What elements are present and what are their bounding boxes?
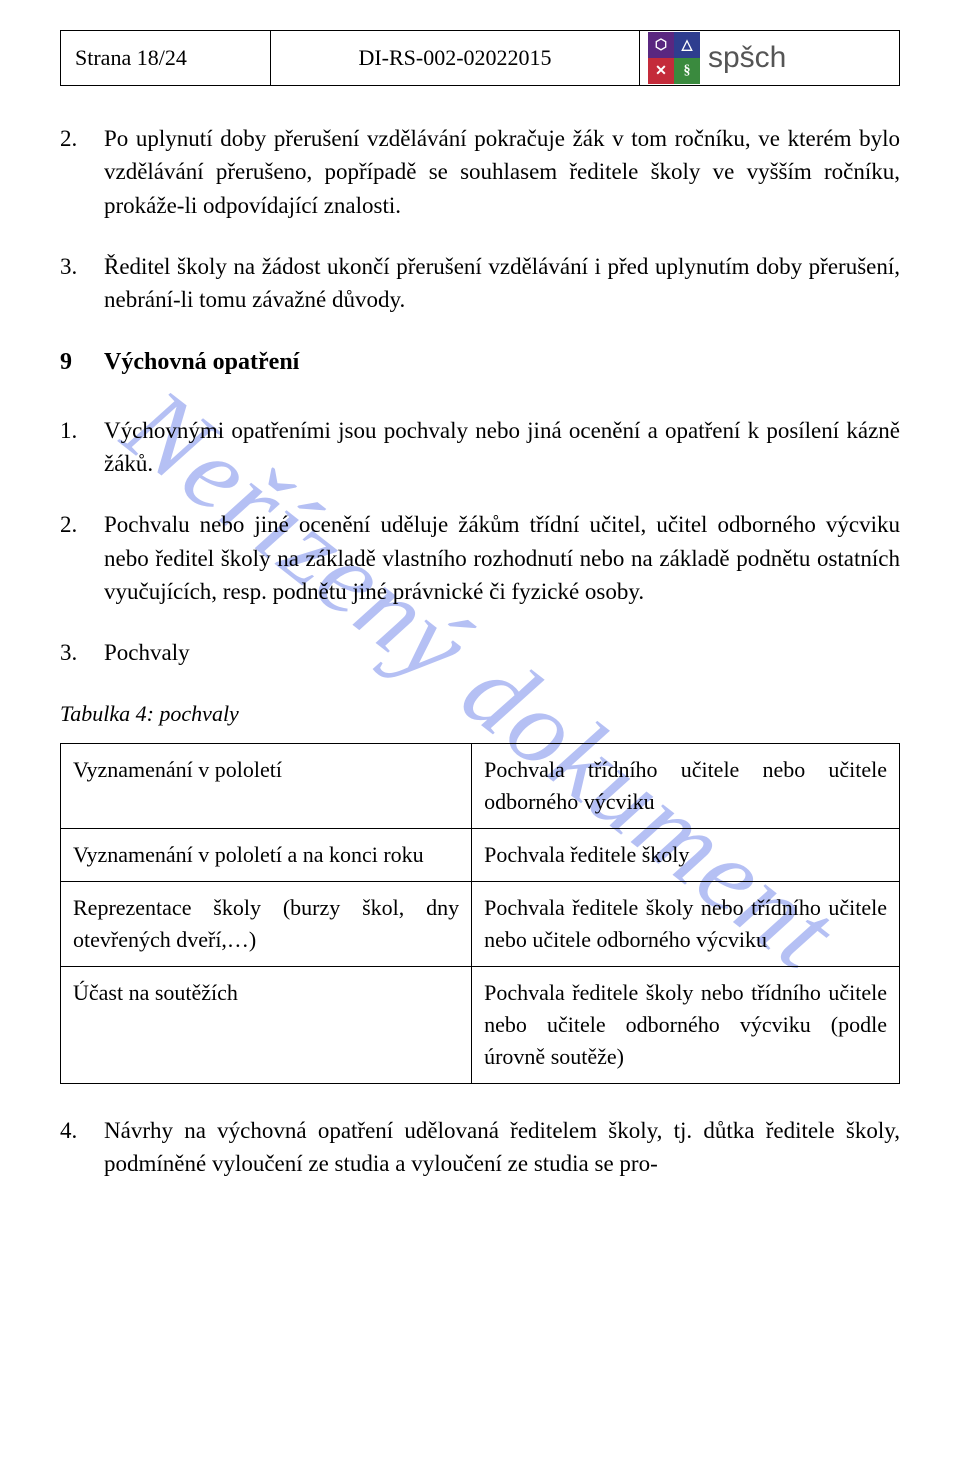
table-cell: Pochvala třídního učitele nebo učitele o… xyxy=(472,744,900,829)
list-marker: 2. xyxy=(60,122,104,222)
document-code-cell: DI-RS-002-02022015 xyxy=(271,31,639,85)
table-cell: Pochvala ředitele školy nebo třídního uč… xyxy=(472,882,900,967)
logo-icon: ⬡ △ ✕ § xyxy=(648,32,700,84)
list-marker: 3. xyxy=(60,250,104,317)
list-item: 4. Návrhy na výchovná opatření udělovaná… xyxy=(60,1114,900,1181)
section-title: Výchovná opatření xyxy=(104,345,900,380)
list-text: Výchovnými opatřeními jsou pochvaly nebo… xyxy=(104,414,900,481)
list-item: 1. Výchovnými opatřeními jsou pochvaly n… xyxy=(60,414,900,481)
section-heading: 9 Výchovná opatření xyxy=(60,345,900,380)
list-text: Pochvalu nebo jiné ocenění uděluje žákům… xyxy=(104,508,900,608)
table-cell: Vyznamenání v pololetí a na konci roku xyxy=(61,829,472,882)
page-header: Strana 18/24 DI-RS-002-02022015 ⬡ △ ✕ § … xyxy=(60,30,900,86)
table-caption: Tabulka 4: pochvaly xyxy=(60,698,900,730)
logo-q1: ⬡ xyxy=(648,32,674,58)
table-row: Reprezentace školy (burzy škol, dny otev… xyxy=(61,882,900,967)
list-b: 1. Výchovnými opatřeními jsou pochvaly n… xyxy=(60,414,900,670)
content: 2. Po uplynutí doby přerušení vzdělávání… xyxy=(60,122,900,1180)
logo-q2: △ xyxy=(674,32,700,58)
logo-q3: ✕ xyxy=(648,58,674,84)
list-item: 3. Pochvaly xyxy=(60,636,900,669)
table-cell: Reprezentace školy (burzy škol, dny otev… xyxy=(61,882,472,967)
pochvaly-table: Vyznamenání v pololetí Pochvala třídního… xyxy=(60,743,900,1083)
list-text: Po uplynutí doby přerušení vzdělávání po… xyxy=(104,122,900,222)
list-a: 2. Po uplynutí doby přerušení vzdělávání… xyxy=(60,122,900,317)
table-row: Vyznamenání v pololetí Pochvala třídního… xyxy=(61,744,900,829)
logo-cell: ⬡ △ ✕ § spšch xyxy=(639,31,899,85)
document-code: DI-RS-002-02022015 xyxy=(358,45,551,71)
section-number: 9 xyxy=(60,345,104,380)
list-marker: 1. xyxy=(60,414,104,481)
list-marker: 2. xyxy=(60,508,104,608)
list-text: Ředitel školy na žádost ukončí přerušení… xyxy=(104,250,900,317)
table-cell: Pochvala ředitele školy nebo třídního uč… xyxy=(472,966,900,1083)
list-marker: 4. xyxy=(60,1114,104,1181)
table-row: Účast na soutěžích Pochvala ředitele ško… xyxy=(61,966,900,1083)
table-cell: Účast na soutěžích xyxy=(61,966,472,1083)
logo-q4: § xyxy=(674,58,700,84)
list-c: 4. Návrhy na výchovná opatření udělovaná… xyxy=(60,1114,900,1181)
list-marker: 3. xyxy=(60,636,104,669)
table-cell: Pochvala ředitele školy xyxy=(472,829,900,882)
table-row: Vyznamenání v pololetí a na konci roku P… xyxy=(61,829,900,882)
table-cell: Vyznamenání v pololetí xyxy=(61,744,472,829)
list-item: 2. Po uplynutí doby přerušení vzdělávání… xyxy=(60,122,900,222)
list-text: Pochvaly xyxy=(104,636,900,669)
list-item: 3. Ředitel školy na žádost ukončí přeruš… xyxy=(60,250,900,317)
page-number: Strana 18/24 xyxy=(75,45,187,71)
list-item: 2. Pochvalu nebo jiné ocenění uděluje žá… xyxy=(60,508,900,608)
list-text: Návrhy na výchovná opatření udělovaná ře… xyxy=(104,1114,900,1181)
page-number-cell: Strana 18/24 xyxy=(61,31,271,85)
logo-text: spšch xyxy=(708,41,786,75)
